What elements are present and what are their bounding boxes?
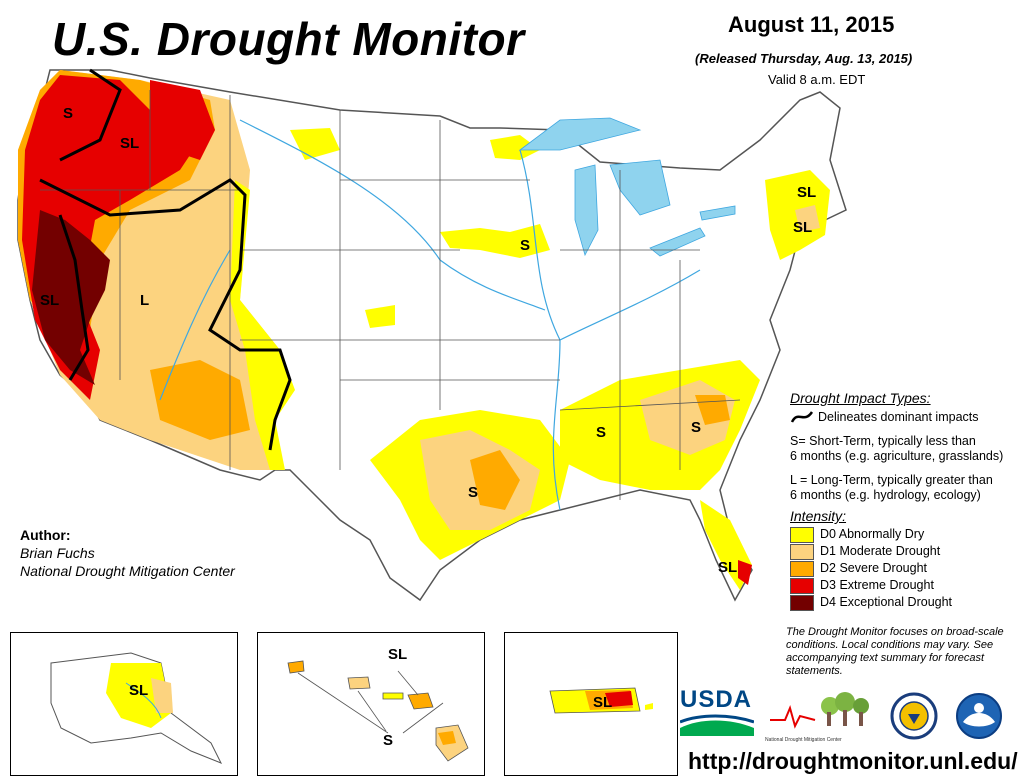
label-s-ia: S <box>520 237 530 254</box>
intensity-item-d2: D2 Severe Drought <box>790 560 952 577</box>
label-sl-hi: SL <box>388 646 407 663</box>
label-sl-ak: SL <box>129 682 148 699</box>
long-term-line2: 6 months (e.g. hydrology, ecology) <box>790 488 981 502</box>
d4-swatch <box>790 594 814 611</box>
map-date: August 11, 2015 <box>728 12 895 37</box>
label-l-nv: L <box>140 292 149 309</box>
d1-swatch <box>790 543 814 560</box>
ndmc-logo-text: National Drought Mitigation Center <box>765 737 842 743</box>
hawaii-map: SL S <box>287 646 469 762</box>
short-term-line1: S= Short-Term, typically less than <box>790 434 976 448</box>
impact-line-icon <box>790 411 814 423</box>
impact-line-label: Delineates dominant impacts <box>818 410 979 424</box>
noaa-logo <box>955 692 1003 745</box>
label-sl-fl: SL <box>718 559 737 576</box>
d3-florida <box>738 560 752 585</box>
label-s-hi: S <box>383 732 393 749</box>
lake-superior <box>518 117 642 151</box>
impact-legend-heading: Drought Impact Types: <box>790 390 931 406</box>
d2-label: D2 Severe Drought <box>820 561 928 575</box>
alaska-map: SL <box>50 652 223 764</box>
d3-label: D3 Extreme Drought <box>820 578 934 592</box>
label-sl-ca: SL <box>40 292 59 309</box>
lake-michigan <box>574 164 599 257</box>
d2-swatch <box>790 560 814 577</box>
intensity-item-d1: D1 Moderate Drought <box>790 543 952 560</box>
label-s-ms: S <box>596 424 606 441</box>
d3-swatch <box>790 577 814 594</box>
ndmc-logo-mark <box>770 692 869 729</box>
usda-logo-text: USDA <box>680 686 753 713</box>
label-sl-ne2: SL <box>793 219 812 236</box>
d2-southwest <box>150 360 250 440</box>
intensity-list: D0 Abnormally Dry D1 Moderate Drought D2… <box>790 526 952 611</box>
intensity-heading: Intensity: <box>790 508 847 524</box>
d0-iowa <box>440 224 550 258</box>
disclaimer-note: The Drought Monitor focuses on broad-sca… <box>786 626 1004 677</box>
commerce-seal-icon <box>890 692 938 740</box>
ndmc-logo: National Drought Mitigation Center <box>765 690 875 743</box>
short-term-line2: 6 months (e.g. agriculture, grasslands) <box>790 449 1004 463</box>
author-name: Brian Fuchs <box>20 545 95 561</box>
map-title: U.S. Drought Monitor <box>52 13 525 65</box>
lake-ontario <box>699 205 736 221</box>
lake-huron <box>609 159 671 216</box>
d1-label: D1 Moderate Drought <box>820 544 941 558</box>
d0-west-edge <box>230 180 295 470</box>
intensity-item-d4: D4 Exceptional Drought <box>790 594 952 611</box>
label-s-wa: S <box>63 105 73 122</box>
d4-label: D4 Exceptional Drought <box>820 595 953 609</box>
label-s-tx: S <box>468 484 478 501</box>
puerto-rico-inset: SL <box>504 632 678 776</box>
d0-swatch <box>790 526 814 543</box>
ohio-river <box>559 269 701 341</box>
usda-logo: USDA <box>679 686 755 738</box>
website-url[interactable]: http://droughtmonitor.unl.edu/ <box>688 748 1018 774</box>
label-sl-ne1: SL <box>797 184 816 201</box>
d0-label: D0 Abnormally Dry <box>820 527 925 541</box>
impact-line-california <box>58 214 90 381</box>
noaa-logo-icon <box>956 693 1002 739</box>
puerto-rico-map: SL <box>549 687 653 714</box>
hawaii-inset: SL S <box>257 632 485 776</box>
impact-line-west <box>39 178 292 451</box>
label-sl-pr: SL <box>593 694 612 711</box>
long-term-line1: L = Long-Term, typically greater than <box>790 473 993 487</box>
d4-west <box>32 210 110 385</box>
label-s-sc: S <box>691 419 701 436</box>
intensity-item-d3: D3 Extreme Drought <box>790 577 952 594</box>
author-heading: Author: <box>20 527 71 543</box>
state-boundaries <box>40 90 741 500</box>
d2-texas <box>470 450 520 510</box>
lake-erie <box>649 227 706 257</box>
valid-time: Valid 8 a.m. EDT <box>768 72 866 87</box>
impact-line-north <box>59 68 122 162</box>
commerce-seal <box>890 692 938 745</box>
alaska-inset: SL <box>10 632 238 776</box>
intensity-item-d0: D0 Abnormally Dry <box>790 526 952 543</box>
colorado-river <box>159 249 231 401</box>
release-date: (Released Thursday, Aug. 13, 2015) <box>695 51 913 66</box>
d0-minnesota <box>490 135 540 160</box>
d3-north <box>150 80 215 160</box>
d0-kansas <box>365 305 395 328</box>
d2-southeast <box>695 395 730 425</box>
missouri-river <box>239 119 546 311</box>
label-sl-id: SL <box>120 135 139 152</box>
d1-northeast <box>795 205 820 232</box>
author-org: National Drought Mitigation Center <box>20 563 235 579</box>
usda-logo-mark <box>679 714 755 736</box>
